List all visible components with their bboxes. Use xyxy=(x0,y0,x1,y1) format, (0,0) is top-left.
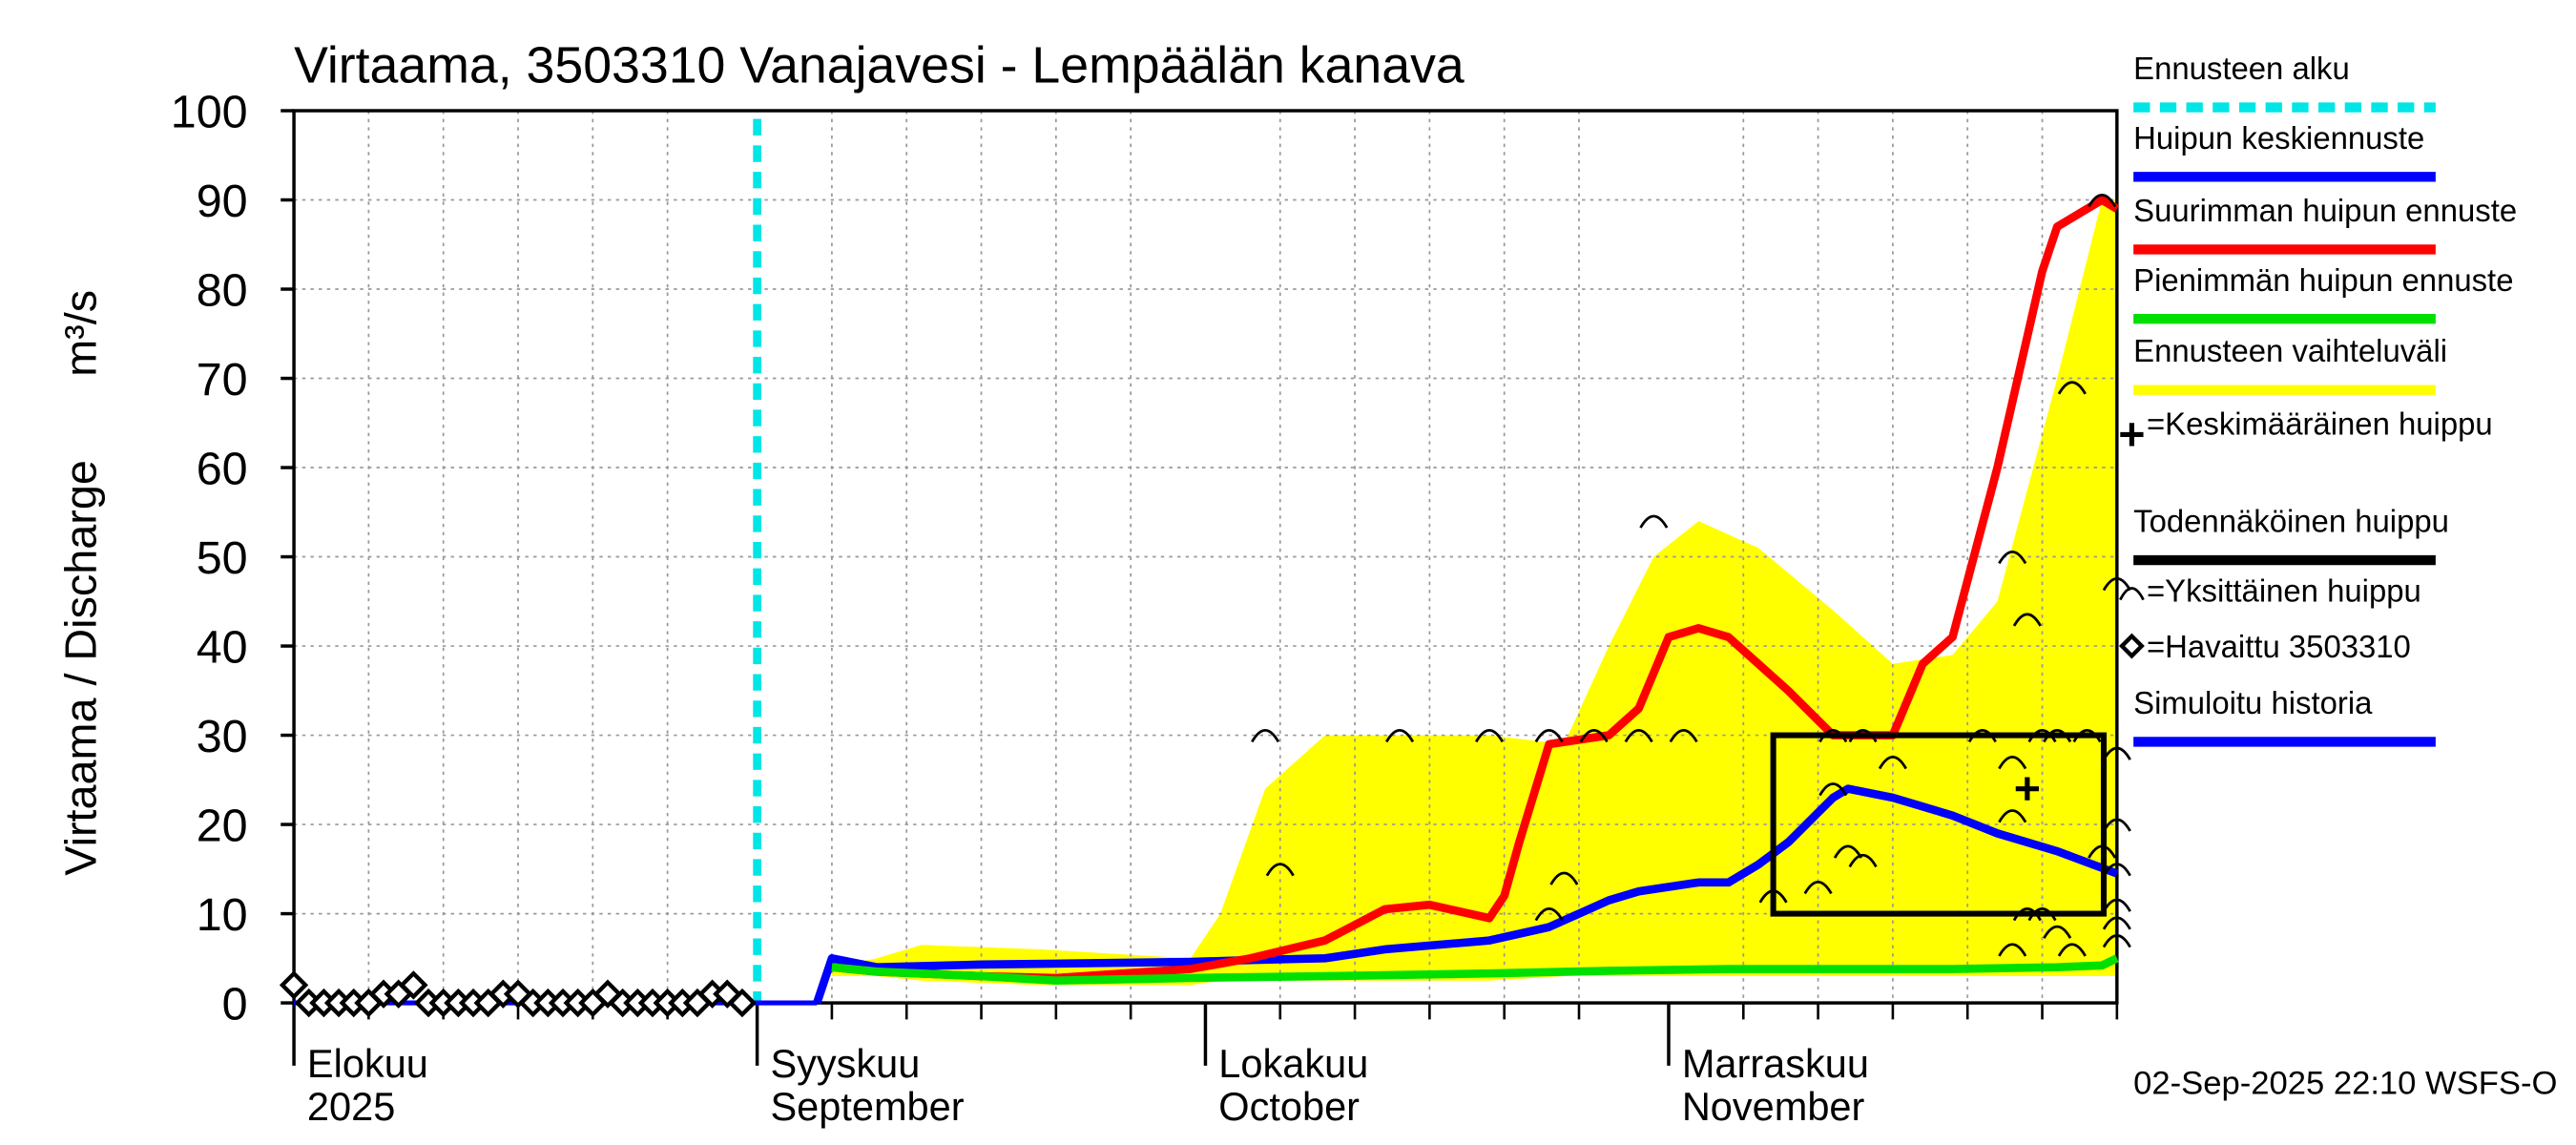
series-line xyxy=(831,954,2119,986)
x-tick-label: September xyxy=(770,1084,964,1129)
x-tick-label: Syyskuu xyxy=(770,1041,920,1086)
series-line xyxy=(831,196,2120,983)
x-tick-label: 2025 xyxy=(307,1084,395,1129)
peak-marker xyxy=(1534,729,1564,743)
peak-marker xyxy=(1758,889,1788,904)
legend-label: Todennäköinen huippu xyxy=(2133,504,2449,539)
peak-marker xyxy=(1967,729,1997,743)
peak-marker xyxy=(2102,818,2131,832)
peak-marker xyxy=(1998,551,2027,565)
legend-label: Simuloitu historia xyxy=(2133,685,2373,720)
peak-marker xyxy=(1385,729,1415,743)
legend-label: Suurimman huipun ennuste xyxy=(2133,193,2517,228)
x-tick-label: Lokakuu xyxy=(1218,1041,1368,1086)
legend-swatch xyxy=(2119,587,2145,601)
peak-marker xyxy=(2072,729,2102,743)
peak-marker xyxy=(1669,729,1698,743)
observed-marker xyxy=(279,970,309,1000)
peak-marker xyxy=(2043,925,2072,939)
legend-swatch xyxy=(2120,423,2144,447)
peak-marker xyxy=(1998,756,2027,770)
peak-marker xyxy=(1474,729,1505,743)
y-tick-label: 20 xyxy=(197,800,248,851)
series-line xyxy=(813,784,2119,1005)
observed-marker xyxy=(503,979,533,1009)
peak-marker xyxy=(1833,844,1862,859)
peak-marker xyxy=(2088,844,2117,859)
y-tick-label: 50 xyxy=(197,532,248,584)
peak-marker xyxy=(2102,863,2131,877)
y-axis-label: Virtaama / Discharge xyxy=(55,460,105,876)
y-tick-label: 80 xyxy=(197,264,248,316)
peak-marker xyxy=(1848,729,1878,743)
forecast-band xyxy=(831,199,2117,986)
x-tick-label: Marraskuu xyxy=(1682,1041,1869,1086)
x-tick-label: November xyxy=(1682,1084,1865,1129)
peak-marker xyxy=(1624,729,1653,743)
peak-marker xyxy=(2102,746,2131,760)
peak-marker xyxy=(2057,943,2087,957)
peak-marker xyxy=(1998,809,2027,823)
legend-swatch xyxy=(2118,633,2145,659)
y-tick-label: 100 xyxy=(171,86,248,137)
legend-label: Ennusteen vaihteluväli xyxy=(2133,333,2447,368)
peak-marker xyxy=(2057,381,2087,395)
timestamp: 02-Sep-2025 22:10 WSFS-O xyxy=(2133,1065,2557,1101)
peak-marker xyxy=(1998,943,2027,957)
observed-marker xyxy=(592,979,623,1009)
peak-marker xyxy=(1639,514,1669,529)
peak-marker xyxy=(2027,907,2057,922)
y-tick-label: 70 xyxy=(197,354,248,406)
peak-marker xyxy=(2102,934,2131,948)
peak-marker xyxy=(2102,916,2131,930)
peak-marker xyxy=(1251,729,1280,743)
peak-marker xyxy=(2012,907,2042,922)
peak-marker xyxy=(1818,782,1848,797)
peak-marker xyxy=(2043,729,2072,743)
y-axis-unit: m³/s xyxy=(55,290,105,377)
peak-marker xyxy=(2102,577,2131,592)
mean-peak xyxy=(2015,777,2039,801)
legend-label: =Keskimääräinen huippu xyxy=(2147,406,2493,441)
peak-marker xyxy=(1265,863,1295,877)
y-tick-label: 90 xyxy=(197,176,248,227)
peak-marker xyxy=(2102,898,2131,912)
y-tick-label: 0 xyxy=(222,978,248,1030)
x-tick-label: Elokuu xyxy=(307,1041,428,1086)
peak-marker xyxy=(1818,729,1848,743)
observed-marker xyxy=(727,988,758,1018)
observed-marker xyxy=(399,970,428,1000)
y-tick-label: 30 xyxy=(197,711,248,762)
probable-peak xyxy=(1770,732,2108,917)
peak-marker xyxy=(1848,853,1878,868)
y-tick-label: 40 xyxy=(197,621,248,673)
legend-label: =Havaittu 3503310 xyxy=(2147,629,2411,664)
peak-marker xyxy=(1549,871,1579,885)
legend-label: Pienimmän huipun ennuste xyxy=(2133,262,2513,298)
x-tick-label: October xyxy=(1218,1084,1360,1129)
legend-label: Huipun keskiennuste xyxy=(2133,120,2424,156)
peak-marker xyxy=(1803,880,1833,895)
peak-marker xyxy=(1579,729,1609,743)
peak-marker xyxy=(2088,193,2117,208)
peak-marker xyxy=(1878,756,1907,770)
chart-title: Virtaama, 3503310 Vanajavesi - Lempäälän… xyxy=(294,37,1465,94)
peak-marker xyxy=(2027,729,2057,743)
legend-label: =Yksittäinen huippu xyxy=(2147,572,2421,608)
peak-marker xyxy=(1534,907,1564,922)
legend-label: Ennusteen alku xyxy=(2133,51,2350,86)
y-tick-label: 10 xyxy=(197,889,248,941)
y-tick-label: 60 xyxy=(197,443,248,494)
peak-marker xyxy=(2012,613,2042,627)
